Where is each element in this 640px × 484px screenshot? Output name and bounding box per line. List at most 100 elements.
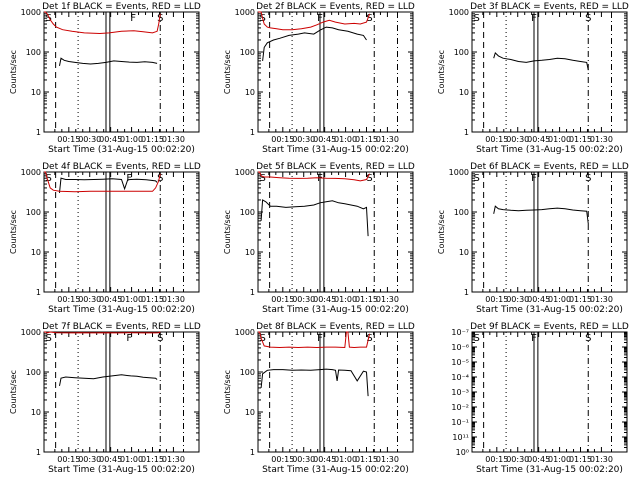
marker-label: S bbox=[366, 13, 372, 24]
marker-label: S bbox=[585, 333, 591, 344]
marker-label: S bbox=[473, 173, 479, 184]
y-tick-label: 1000 bbox=[449, 168, 469, 177]
marker-label: F bbox=[126, 333, 132, 344]
y-tick-label: 10 bbox=[31, 248, 41, 257]
series-line-black bbox=[260, 199, 369, 237]
y-tick-label: 100 bbox=[26, 48, 41, 57]
x-tick-label: 00:45 bbox=[99, 455, 122, 464]
x-tick-label: 01:00 bbox=[120, 455, 143, 464]
x-tick-label: 00:15 bbox=[485, 135, 508, 144]
series-line-red bbox=[258, 11, 371, 31]
x-tick-label: 00:45 bbox=[313, 455, 336, 464]
series-line-red bbox=[258, 171, 371, 182]
y-tick-label: 10⁻³ bbox=[451, 388, 469, 397]
x-tick-label: 01:15 bbox=[569, 135, 592, 144]
x-tick-label: 00:30 bbox=[78, 455, 101, 464]
panel-title: Det 2f BLACK = Events, RED = LLD bbox=[256, 2, 415, 12]
x-tick-label: 00:45 bbox=[99, 135, 122, 144]
y-axis-label: Counts/sec bbox=[223, 210, 232, 254]
panel-6: Det 6f BLACK = Events, RED = LLD 1 10 100 10… bbox=[437, 162, 629, 315]
x-tick-label: 00:45 bbox=[527, 295, 550, 304]
y-tick-label: 10 bbox=[459, 248, 469, 257]
panel-5: Det 5f BLACK = Events, RED = LLD 1 10 100 10… bbox=[223, 162, 415, 315]
plot-frame bbox=[43, 331, 200, 453]
y-tick-label: 100 bbox=[240, 48, 255, 57]
series-line-red bbox=[258, 331, 371, 349]
y-tick-label: 100 bbox=[454, 208, 469, 217]
y-tick-label: 1000 bbox=[21, 168, 41, 177]
marker-label: S bbox=[45, 333, 51, 344]
x-tick-label: 00:15 bbox=[485, 295, 508, 304]
plot-frame bbox=[471, 171, 628, 293]
y-tick-label: 1 bbox=[36, 128, 41, 137]
marker-label: F bbox=[317, 173, 323, 184]
x-tick-label: 01:30 bbox=[590, 295, 613, 304]
plot-frame bbox=[257, 171, 414, 293]
panel-title: Det 4f BLACK = Events, RED = LLD bbox=[42, 162, 201, 172]
y-tick-label: 10 bbox=[245, 248, 255, 257]
x-tick-label: 00:45 bbox=[99, 295, 122, 304]
x-tick-label: 01:15 bbox=[141, 295, 164, 304]
panel-title: Det 9f BLACK = Events, RED = LLD bbox=[470, 322, 629, 332]
y-tick-label: 1000 bbox=[235, 8, 255, 17]
marker-label: S bbox=[473, 333, 479, 344]
y-tick-label: 10¹¹ bbox=[452, 433, 469, 442]
panel-7: Det 7f BLACK = Events, RED = LLD 1 10 100 10… bbox=[9, 322, 201, 475]
x-axis-label: Start Time (31-Aug-15 00:02:20) bbox=[262, 145, 409, 155]
y-tick-label: 10⁻⁶ bbox=[451, 343, 469, 352]
x-tick-label: 00:30 bbox=[292, 455, 315, 464]
x-tick-label: 00:30 bbox=[506, 455, 529, 464]
x-tick-label: 00:15 bbox=[271, 455, 294, 464]
y-tick-label: 1 bbox=[250, 448, 255, 457]
y-tick-label: 1000 bbox=[21, 8, 41, 17]
panel-title: Det 3f BLACK = Events, RED = LLD bbox=[470, 2, 629, 12]
x-tick-label: 00:30 bbox=[78, 135, 101, 144]
series-line-black bbox=[493, 51, 589, 71]
x-axis-label: Start Time (31-Aug-15 00:02:20) bbox=[262, 305, 409, 315]
x-tick-label: 00:15 bbox=[57, 135, 80, 144]
plot-frame bbox=[257, 11, 414, 133]
marker-label: F bbox=[531, 173, 537, 184]
x-axis-label: Start Time (31-Aug-15 00:02:20) bbox=[262, 465, 409, 475]
series-line-black bbox=[59, 177, 158, 193]
panel-3: Det 3f BLACK = Events, RED = LLD 1 10 100 10… bbox=[437, 2, 629, 155]
y-axis-label: Counts/sec bbox=[9, 50, 18, 94]
panel-4: Det 4f BLACK = Events, RED = LLD 1 10 100 10… bbox=[9, 162, 201, 315]
y-tick-label: 100 bbox=[26, 208, 41, 217]
x-tick-label: 00:45 bbox=[313, 135, 336, 144]
marker-label: F bbox=[317, 13, 323, 24]
y-axis-label: Counts/sec bbox=[9, 370, 18, 414]
x-tick-label: 01:00 bbox=[548, 135, 571, 144]
series-line-red bbox=[44, 171, 161, 193]
x-tick-label: 00:45 bbox=[527, 455, 550, 464]
y-tick-label: 10⁻⁴ bbox=[451, 373, 469, 382]
marker-label: F bbox=[130, 13, 136, 24]
panel-2: Det 2f BLACK = Events, RED = LLD 1 10 100 10… bbox=[223, 2, 415, 155]
y-tick-label: 100 bbox=[240, 208, 255, 217]
x-axis-label: Start Time (31-Aug-15 00:02:20) bbox=[48, 465, 195, 475]
plot-frame bbox=[257, 331, 414, 453]
x-tick-label: 00:30 bbox=[292, 295, 315, 304]
y-tick-label: 1 bbox=[464, 128, 469, 137]
y-tick-label: 10 bbox=[245, 88, 255, 97]
y-tick-label: 1 bbox=[36, 448, 41, 457]
y-tick-label: 10 bbox=[31, 408, 41, 417]
x-tick-label: 00:30 bbox=[78, 295, 101, 304]
y-tick-label: 1 bbox=[250, 288, 255, 297]
y-tick-label: 100 bbox=[454, 48, 469, 57]
marker-label: S bbox=[157, 333, 163, 344]
x-tick-label: 00:15 bbox=[271, 295, 294, 304]
y-axis-label: Counts/sec bbox=[9, 210, 18, 254]
marker-label: S bbox=[157, 13, 163, 24]
series-line-black bbox=[493, 205, 589, 225]
y-tick-label: 1 bbox=[250, 128, 255, 137]
y-tick-label: 1000 bbox=[21, 328, 41, 337]
x-tick-label: 01:15 bbox=[569, 455, 592, 464]
series-line-black bbox=[262, 26, 367, 61]
y-tick-label: 1000 bbox=[235, 168, 255, 177]
x-tick-label: 00:15 bbox=[57, 295, 80, 304]
y-axis-label: Counts/sec bbox=[437, 210, 446, 254]
x-tick-label: 01:15 bbox=[141, 455, 164, 464]
x-tick-label: 01:30 bbox=[162, 295, 185, 304]
